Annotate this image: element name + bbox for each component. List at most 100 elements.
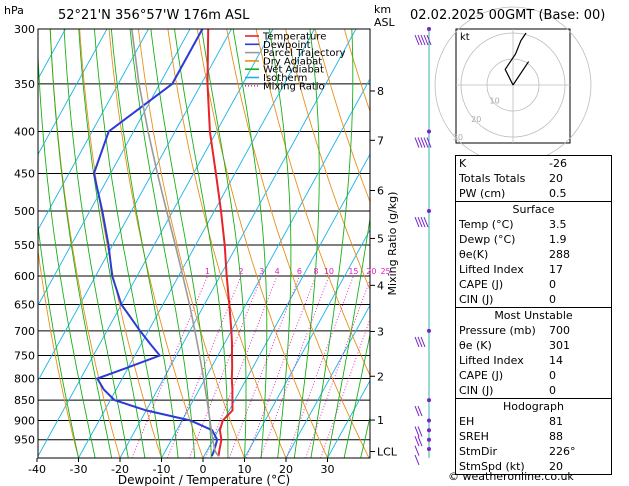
km-tick-label: 3 [377, 325, 384, 338]
index-label: K [459, 157, 467, 170]
wind-barb [417, 34, 423, 46]
wet-adiabat-line [327, 215, 370, 458]
most-unstable-row: CAPE (J) 0 [456, 368, 611, 383]
hodograph-param-value: 88 [549, 430, 563, 443]
datetime: 02.02.2025 00GMT (Base: 00) [410, 8, 606, 23]
x-tick-label: 10 [238, 463, 252, 476]
mixing-ratio-label: 15 [348, 267, 358, 276]
surface-title: Surface [512, 203, 555, 216]
hodograph-param-label: StmDir [459, 445, 498, 458]
isotherm-line [38, 29, 149, 231]
wet-adiabat-line [93, 29, 162, 458]
index-label: PW (cm) [459, 187, 506, 200]
wind-barb [423, 216, 429, 228]
wind-barb [417, 405, 423, 417]
pressure-tick-label: 450 [14, 167, 35, 180]
mixing-ratio-line [305, 278, 370, 458]
pressure-tick-label: 400 [14, 126, 35, 139]
surface-row: CIN (J) 0 [456, 292, 611, 307]
wind-level-dot [427, 437, 431, 442]
surface-row: Temp (°C) 3.5 [456, 217, 611, 232]
dry-adiabat-line [314, 29, 370, 204]
isotherm-line [161, 77, 370, 458]
wind-barb [423, 137, 429, 148]
wet-adiabat-line [310, 29, 354, 458]
mixing-ratio-label: 8 [313, 267, 318, 276]
wind-barb [420, 137, 426, 148]
most-unstable-row: CIN (J) 0 [456, 383, 611, 398]
storm-motion-arrow [512, 61, 530, 86]
index-label: Totals Totals [459, 172, 526, 185]
surface-row: Dewp (°C) 1.9 [456, 232, 611, 247]
pressure-tick-label: 950 [14, 434, 35, 447]
hodograph-unit-label: kt [460, 32, 470, 43]
credit: © weatheronline.co.uk [448, 470, 574, 483]
most-unstable-row: Lifted Index 14 [456, 353, 611, 368]
km-tick-label: 1 [377, 414, 384, 427]
wind-barb [420, 216, 426, 228]
wind-level-dot [427, 446, 431, 451]
most-unstable-value: 301 [549, 339, 570, 352]
parcel-trajectory-profile [131, 29, 220, 457]
most-unstable-value: 0 [549, 384, 556, 397]
index-row: K -26 [456, 156, 611, 171]
surface-value: 17 [549, 263, 563, 276]
plot-frame [37, 28, 371, 459]
surface-label: Lifted Index [459, 263, 524, 276]
legend-label: Wet Adiabat [263, 65, 324, 76]
wet-adiabat-line [38, 44, 96, 458]
mixing-ratio-label: 10 [324, 267, 334, 276]
legend-label: Dry Adiabat [263, 56, 322, 67]
wind-barb [423, 34, 429, 46]
x-axis-label: Dewpoint / Temperature (°C) [118, 473, 290, 486]
surface-label: Dewp (°C) [459, 233, 516, 246]
surface-value: 288 [549, 248, 570, 261]
pressure-tick-label: 800 [14, 372, 35, 385]
legend-label: Mixing Ratio [263, 81, 325, 92]
mixing-ratio-line [246, 275, 317, 458]
mixing-ratio-line [286, 275, 354, 458]
most-unstable-label: θe (K) [459, 339, 492, 352]
x-tick-label: -20 [111, 463, 129, 476]
wind-barb [414, 445, 420, 456]
wet-adiabat-line [49, 29, 113, 458]
pressure-tick-label: 500 [14, 205, 35, 218]
wind-barb [417, 137, 423, 148]
hodograph-params-title: Hodograph [503, 400, 564, 413]
plot-area [38, 29, 370, 458]
isotherm-line [327, 379, 370, 458]
wet-adiabat-line [293, 29, 320, 458]
pressure-tick-label: 300 [14, 23, 35, 36]
isotherm-line [244, 228, 370, 458]
km-tick-label: 2 [377, 370, 384, 383]
surface-value: 1.9 [549, 233, 567, 246]
km-tick-label: 4 [377, 279, 384, 292]
surface-label: θe(K) [459, 248, 489, 261]
isotherm-line [285, 304, 370, 458]
x-tick-label: -30 [70, 463, 88, 476]
wet-adiabat-line [201, 29, 247, 458]
surface-row: θe(K) 288 [456, 247, 611, 262]
isotherm-line [38, 29, 274, 458]
hodograph-ring-label: 10 [490, 96, 500, 105]
km-tick-label: 5 [377, 232, 384, 245]
mixing-ratio-axis-label: Mixing Ratio (g/kg) [386, 192, 399, 296]
wind-barb [417, 426, 423, 437]
x-tick-label: 0 [200, 463, 207, 476]
legend-label: Isotherm [263, 73, 307, 84]
hodograph-param-label: EH [459, 415, 475, 428]
x-tick-label: -40 [28, 463, 46, 476]
asl-label: ASL [374, 16, 395, 29]
mixing-ratio-label: 20 [366, 267, 376, 276]
pressure-tick-label: 850 [14, 394, 35, 407]
pressure-tick-label: 650 [14, 299, 35, 312]
pressure-unit-label: hPa [4, 4, 24, 17]
pressure-tick-label: 350 [14, 78, 35, 91]
wind-level-dot [427, 428, 431, 433]
hodograph-trace [504, 32, 527, 86]
wind-barb [417, 436, 423, 447]
surface-label: CIN (J) [459, 293, 494, 306]
indices-box: K -26 Totals Totals 20 PW (cm) 0.5 Surface Te… [455, 155, 612, 475]
most-unstable-label: CIN (J) [459, 384, 494, 397]
